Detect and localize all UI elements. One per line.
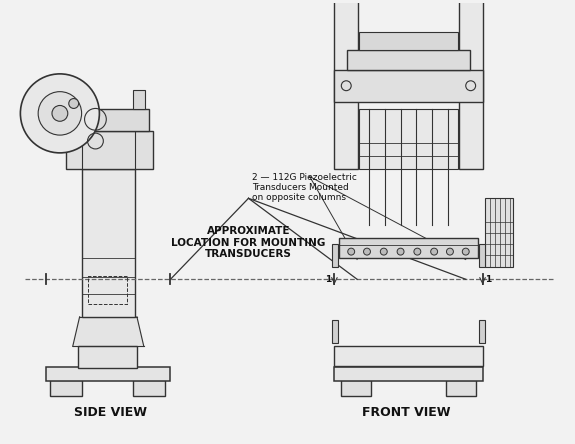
Bar <box>335 70 482 102</box>
Bar <box>332 320 338 344</box>
Bar <box>347 50 470 70</box>
Bar <box>342 380 371 396</box>
Circle shape <box>363 248 370 255</box>
Bar <box>133 90 145 109</box>
Text: APPROXIMATE
LOCATION FOR MOUNTING
TRANSDUCERS: APPROXIMATE LOCATION FOR MOUNTING TRANSD… <box>171 226 325 259</box>
Bar <box>459 0 482 169</box>
Circle shape <box>69 99 79 108</box>
Bar <box>87 276 127 304</box>
Bar <box>335 346 482 366</box>
Circle shape <box>20 74 99 153</box>
Bar <box>335 367 482 381</box>
Bar <box>485 198 513 267</box>
Circle shape <box>348 248 355 255</box>
Bar <box>133 380 164 396</box>
Circle shape <box>446 248 454 255</box>
Polygon shape <box>72 317 144 346</box>
Bar <box>339 238 478 258</box>
Bar <box>335 0 358 169</box>
Bar <box>478 244 485 267</box>
Bar <box>70 109 149 131</box>
Circle shape <box>380 248 387 255</box>
Text: SIDE VIEW: SIDE VIEW <box>74 406 147 419</box>
Bar <box>359 32 458 50</box>
Circle shape <box>38 91 82 135</box>
Circle shape <box>52 106 68 121</box>
Bar <box>72 90 85 109</box>
Text: 2 — 112G Piezoelectric
Transducers Mounted
on opposite columns: 2 — 112G Piezoelectric Transducers Mount… <box>252 173 357 202</box>
Bar <box>478 320 485 344</box>
Bar <box>50 380 82 396</box>
Circle shape <box>431 248 438 255</box>
Circle shape <box>414 248 421 255</box>
Circle shape <box>462 248 469 255</box>
Bar <box>46 367 170 381</box>
Bar <box>446 380 476 396</box>
Bar <box>359 109 458 169</box>
Bar <box>78 346 137 368</box>
Bar <box>332 244 338 267</box>
Text: 1: 1 <box>325 275 331 284</box>
Text: FRONT VIEW: FRONT VIEW <box>362 406 451 419</box>
Circle shape <box>397 248 404 255</box>
Bar <box>82 169 135 317</box>
Text: 1: 1 <box>485 275 492 284</box>
Bar <box>66 131 153 169</box>
